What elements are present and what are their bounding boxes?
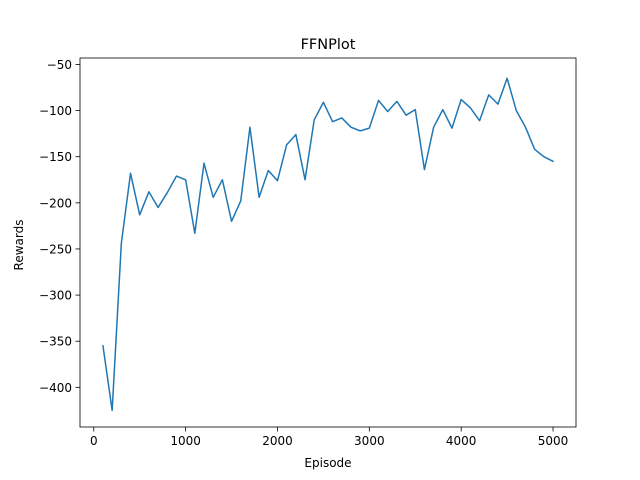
x-tick-label: 5000 [538,434,569,448]
x-tick-label: 1000 [170,434,201,448]
x-axis-label: Episode [304,456,351,470]
y-tick-label: −50 [47,58,72,72]
y-tick-label: −400 [39,381,72,395]
y-tick-label: −350 [39,335,72,349]
y-axis-label: Rewards [12,220,26,271]
y-tick-label: −300 [39,289,72,303]
x-tick-label: 3000 [354,434,385,448]
y-tick-label: −150 [39,150,72,164]
axes-frame [79,57,577,428]
x-tick-label: 2000 [262,434,293,448]
y-tick-label: −250 [39,242,72,256]
x-tick-label: 0 [90,434,98,448]
plot-area: 0 1000 2000 3000 4000 5000 −400 −350 −300 −250 −20… [39,57,577,448]
y-tick-label: −100 [39,104,72,118]
series-line-0 [102,77,555,412]
y-tick-label: −200 [39,196,72,210]
chart-title: FFNPlot [301,37,356,53]
x-tick-label: 4000 [446,434,477,448]
